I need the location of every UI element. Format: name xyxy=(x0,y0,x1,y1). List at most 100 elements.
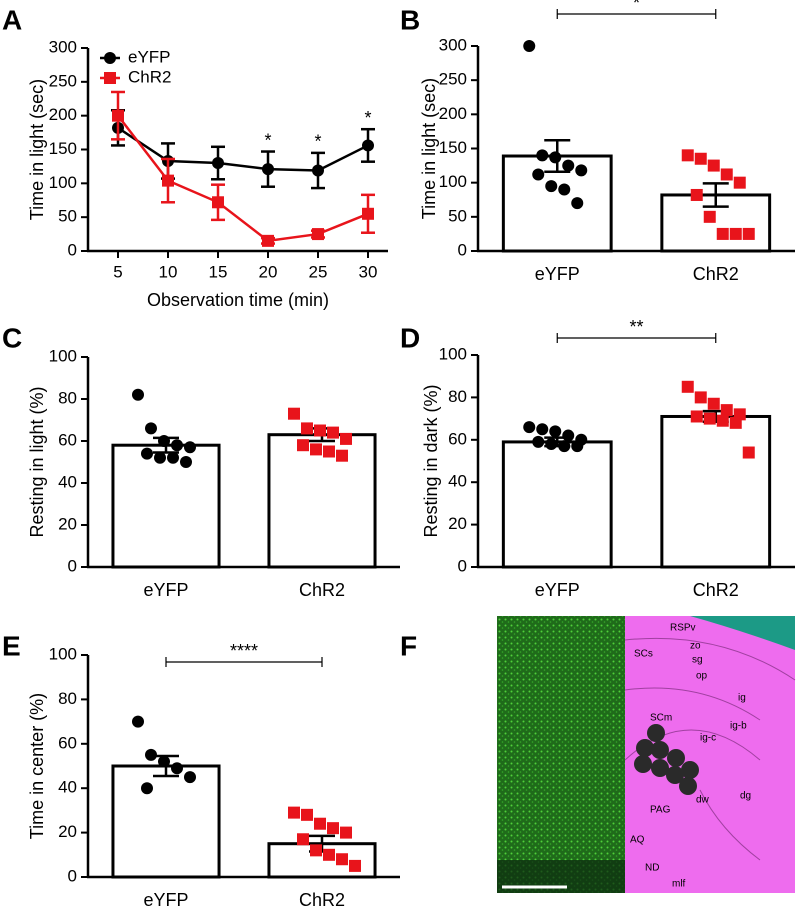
marker xyxy=(720,404,733,417)
marker xyxy=(336,449,348,462)
y-tick-label: 250 xyxy=(439,70,467,89)
marker xyxy=(288,407,300,420)
x-tick-label: ChR2 xyxy=(693,264,739,284)
marker xyxy=(362,207,374,220)
legend-label: eYFP xyxy=(128,47,171,66)
atlas-label: RSPv xyxy=(670,623,696,634)
y-tick-label: 100 xyxy=(49,173,77,192)
y-tick-label: 0 xyxy=(458,556,467,575)
fluorescence-image xyxy=(497,616,625,893)
y-axis-label: Time in center (%) xyxy=(27,693,47,839)
atlas-label: PAG xyxy=(650,805,671,816)
marker xyxy=(171,439,183,452)
y-axis-label: Resting in dark (%) xyxy=(421,384,441,537)
panel-label: C xyxy=(2,322,22,353)
marker xyxy=(262,163,274,176)
marker xyxy=(104,52,116,64)
marker xyxy=(212,196,224,209)
marker xyxy=(716,227,729,240)
marker xyxy=(212,157,224,170)
significance: * xyxy=(364,108,371,128)
marker xyxy=(262,234,274,247)
panel-label: B xyxy=(400,4,420,35)
marker xyxy=(523,421,536,434)
y-tick-label: 100 xyxy=(49,644,77,663)
marker xyxy=(310,443,322,456)
y-tick-label: 40 xyxy=(58,778,77,797)
series-line xyxy=(117,126,369,172)
marker xyxy=(327,426,339,439)
y-tick-label: 250 xyxy=(49,71,77,90)
marker xyxy=(720,168,733,181)
y-tick-label: 80 xyxy=(58,388,77,407)
marker xyxy=(323,445,335,458)
marker xyxy=(523,40,536,52)
x-tick-label: 30 xyxy=(359,262,378,281)
atlas-label: ig xyxy=(738,693,746,704)
y-tick-label: 150 xyxy=(49,139,77,158)
atlas-outline xyxy=(624,637,796,861)
marker xyxy=(558,440,571,453)
y-tick-label: 0 xyxy=(68,240,77,259)
marker xyxy=(336,853,348,866)
y-axis-label: Time in light (sec) xyxy=(27,79,47,220)
significance: **** xyxy=(230,641,258,661)
marker xyxy=(288,806,300,819)
marker xyxy=(349,859,361,872)
marker xyxy=(694,391,707,404)
marker xyxy=(141,447,153,460)
marker xyxy=(549,425,562,438)
y-tick-label: 300 xyxy=(49,37,77,56)
marker xyxy=(162,174,174,187)
marker xyxy=(301,422,313,435)
bar xyxy=(111,764,221,879)
panel-label: E xyxy=(2,630,21,661)
atlas-label: AQ xyxy=(630,835,645,846)
atlas-label: SCs xyxy=(634,649,653,660)
atlas-label: ig-c xyxy=(700,733,716,744)
atlas-label: ig-b xyxy=(730,721,747,732)
x-tick-label: 20 xyxy=(259,262,278,281)
marker xyxy=(158,755,170,768)
atlas-label: ND xyxy=(645,863,659,874)
x-tick-label: ChR2 xyxy=(693,580,739,600)
marker xyxy=(571,197,584,210)
y-tick-label: 0 xyxy=(458,240,467,259)
marker xyxy=(327,822,339,835)
y-tick-label: 300 xyxy=(439,35,467,54)
y-tick-label: 60 xyxy=(448,429,467,448)
bar xyxy=(267,433,377,569)
marker xyxy=(132,388,144,401)
marker xyxy=(145,748,157,761)
y-tick-label: 200 xyxy=(49,105,77,124)
marker xyxy=(141,782,153,795)
marker xyxy=(184,441,196,454)
x-tick-label: eYFP xyxy=(143,890,188,907)
marker xyxy=(145,422,157,435)
legend-label: ChR2 xyxy=(128,67,171,86)
marker xyxy=(536,149,549,162)
y-tick-label: 80 xyxy=(58,689,77,708)
bar xyxy=(660,414,772,569)
y-tick-label: 60 xyxy=(58,733,77,752)
x-tick-label: 10 xyxy=(159,262,178,281)
y-tick-label: 20 xyxy=(448,514,467,533)
marker xyxy=(340,826,352,839)
atlas-label: zo xyxy=(690,641,701,652)
marker xyxy=(681,380,694,393)
atlas-label: op xyxy=(696,671,708,682)
marker xyxy=(729,227,742,240)
y-tick-label: 50 xyxy=(448,206,467,225)
significance: * xyxy=(314,132,321,152)
marker xyxy=(571,440,584,453)
marker xyxy=(180,456,192,468)
marker xyxy=(562,159,575,172)
atlas-labels: RSPv zo sg op SCs ig ig-b SCm ig-c dw dg PAG AQ ND mlf xyxy=(630,623,751,890)
marker xyxy=(545,180,558,193)
y-tick-label: 150 xyxy=(439,138,467,157)
marker xyxy=(314,424,326,437)
marker xyxy=(171,762,183,775)
marker xyxy=(716,414,729,427)
series-line xyxy=(117,114,369,243)
